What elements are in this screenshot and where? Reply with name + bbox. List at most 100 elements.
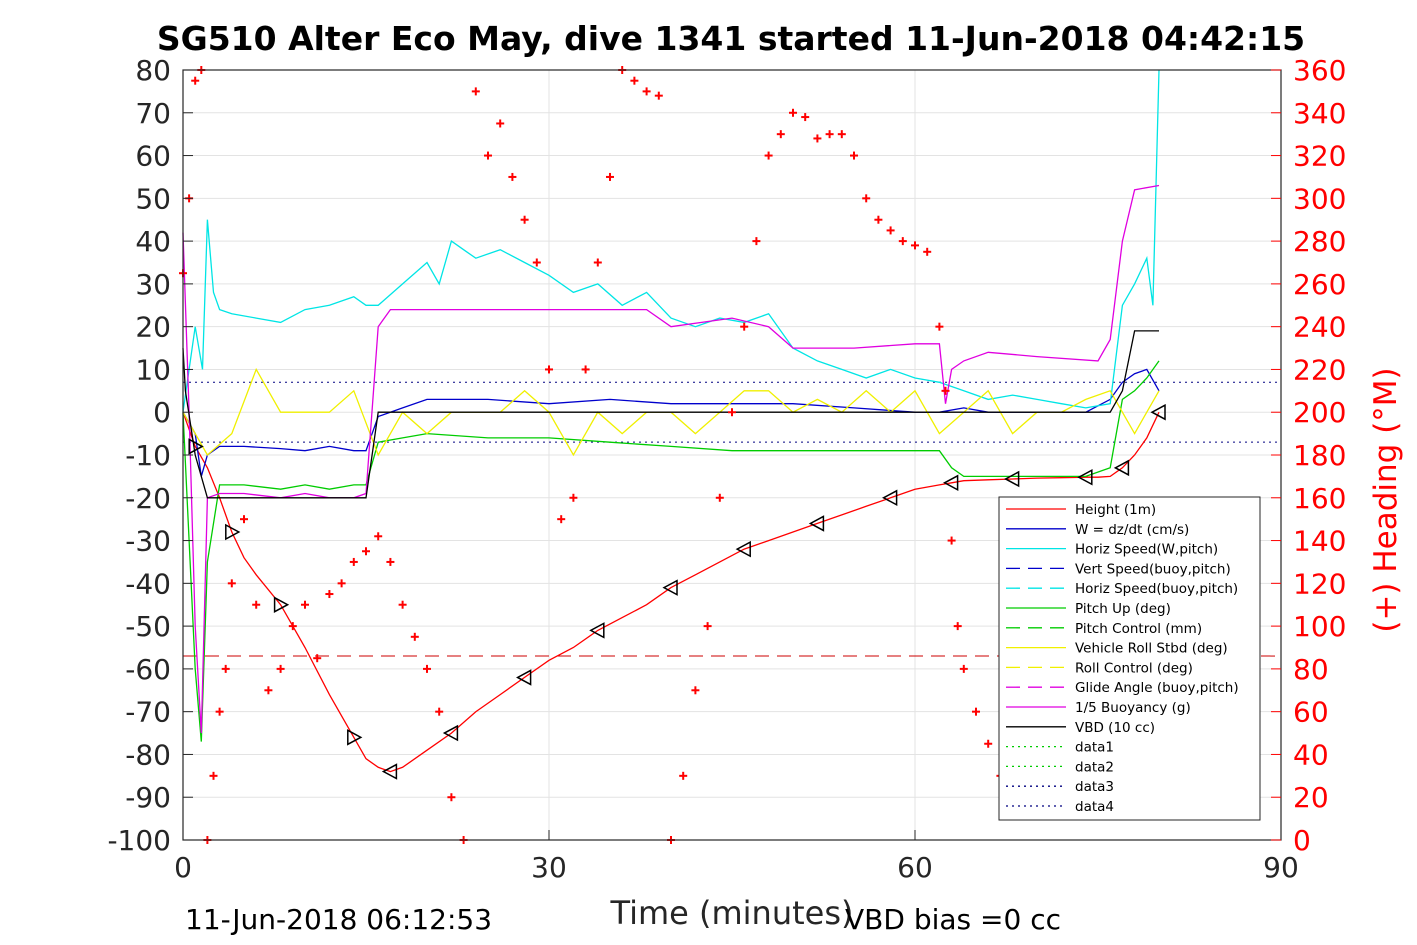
heading-point xyxy=(508,172,517,181)
height-triangle-marker xyxy=(442,724,459,742)
height-triangle-marker xyxy=(381,763,398,780)
right-y-tick-label: 100 xyxy=(1293,610,1346,643)
x-tick-label: 60 xyxy=(897,851,933,884)
legend: Height (1m) W = dz/dt (cm/s) Horiz Speed(W… xyxy=(998,496,1261,821)
y-tick-label: -20 xyxy=(125,482,171,515)
legend-label: Pitch Up (deg) xyxy=(1075,601,1171,617)
heading-point xyxy=(569,493,578,502)
heading-point xyxy=(581,365,590,374)
right-y-tick-label: 280 xyxy=(1293,225,1346,258)
legend-label: W = dz/dt (cm/s) xyxy=(1075,522,1189,538)
heading-point xyxy=(679,771,688,780)
footer-vbd-bias: VBD bias =0 cc xyxy=(845,903,1061,936)
heading-point xyxy=(654,91,663,100)
legend-label: Horiz Speed(buoy,pitch) xyxy=(1075,581,1238,597)
series-line xyxy=(182,330,1159,499)
y-tick-label: -10 xyxy=(125,439,171,472)
heading-point xyxy=(496,119,505,128)
x-tick-label: 30 xyxy=(531,851,567,884)
heading-point xyxy=(215,707,224,716)
series-line xyxy=(182,184,1160,734)
height-triangle-marker xyxy=(662,579,678,596)
heading-point xyxy=(606,172,614,181)
heading-point xyxy=(959,664,968,673)
legend-label: data1 xyxy=(1075,740,1114,756)
heading-point xyxy=(191,76,200,85)
right-y-tick-label: 200 xyxy=(1293,396,1346,429)
heading-point xyxy=(947,536,956,545)
heading-point xyxy=(374,532,383,541)
y-tick-label: 20 xyxy=(135,311,171,344)
heading-point xyxy=(252,600,261,609)
heading-point xyxy=(447,793,456,802)
height-triangle-marker xyxy=(347,729,363,746)
heading-point xyxy=(435,707,444,716)
heading-point xyxy=(227,579,236,588)
height-triangle-marker xyxy=(188,438,204,455)
height-triangle-marker xyxy=(589,622,605,639)
legend-label: data2 xyxy=(1075,759,1114,775)
heading-point xyxy=(935,322,944,331)
heading-point xyxy=(557,515,566,524)
legend-label: data3 xyxy=(1075,779,1114,795)
legend-label: Height (1m) xyxy=(1075,502,1156,518)
right-y-tick-label: 20 xyxy=(1293,781,1329,814)
heading-point xyxy=(520,215,529,224)
heading-point xyxy=(423,664,431,673)
heading-point xyxy=(209,771,218,780)
right-y-tick-label: 120 xyxy=(1293,567,1346,600)
y-tick-label: 30 xyxy=(135,268,171,301)
x-tick-label: 90 xyxy=(1263,851,1299,884)
heading-point xyxy=(301,600,309,609)
heading-point xyxy=(349,557,358,566)
y-tick-label: 0 xyxy=(153,396,171,429)
heading-point xyxy=(923,247,932,256)
heading-point xyxy=(630,76,639,85)
height-triangle-marker xyxy=(1113,459,1130,477)
heading-point xyxy=(850,151,858,160)
legend-label: VBD (10 cc) xyxy=(1075,720,1155,736)
heading-point xyxy=(886,226,895,235)
heading-point xyxy=(764,151,773,160)
legend-label: Vert Speed(buoy,pitch) xyxy=(1075,561,1231,577)
right-y-tick-label: 300 xyxy=(1293,182,1346,215)
heading-point xyxy=(874,215,883,224)
legend-label: Horiz Speed(W,pitch) xyxy=(1075,542,1218,558)
y-tick-label: 70 xyxy=(135,97,171,130)
right-y-tick-label: 260 xyxy=(1293,268,1346,301)
right-y-tick-label: 220 xyxy=(1293,353,1346,386)
legend-label: Pitch Control (mm) xyxy=(1075,621,1202,637)
height-triangle-marker xyxy=(1004,470,1020,488)
heading-point xyxy=(941,386,950,395)
heading-point xyxy=(313,654,322,663)
legend-label: Vehicle Roll Stbd (deg) xyxy=(1075,641,1228,657)
heading-point xyxy=(752,237,761,246)
heading-point xyxy=(642,87,651,96)
y-tick-label: 50 xyxy=(135,182,171,215)
legend-label: data4 xyxy=(1075,799,1114,815)
heading-point xyxy=(240,515,248,524)
footer-timestamp: 11-Jun-2018 06:12:53 xyxy=(185,903,492,936)
heading-point xyxy=(911,241,919,250)
heading-point xyxy=(288,622,297,631)
heading-point xyxy=(972,707,980,716)
right-y-tick-label: 320 xyxy=(1293,140,1346,173)
y-tick-label: -30 xyxy=(125,525,171,558)
height-triangle-marker xyxy=(273,596,290,613)
legend-label: Glide Angle (buoy,pitch) xyxy=(1075,680,1239,696)
right-y-tick-label: 340 xyxy=(1293,97,1346,130)
legend-label: 1/5 Buoyancy (g) xyxy=(1075,700,1191,716)
heading-point xyxy=(728,408,736,417)
y-tick-label: 80 xyxy=(135,54,171,87)
series-line xyxy=(182,360,1160,742)
series-line xyxy=(182,69,1160,413)
heading-point xyxy=(789,108,797,117)
y-tick-label: -40 xyxy=(125,567,171,600)
y-tick-label: 10 xyxy=(135,353,171,386)
y-tick-label: -100 xyxy=(107,824,171,857)
heading-point xyxy=(221,664,230,673)
right-y-tick-label: 40 xyxy=(1293,738,1329,771)
height-triangle-marker xyxy=(943,474,959,492)
heading-point xyxy=(715,493,724,502)
